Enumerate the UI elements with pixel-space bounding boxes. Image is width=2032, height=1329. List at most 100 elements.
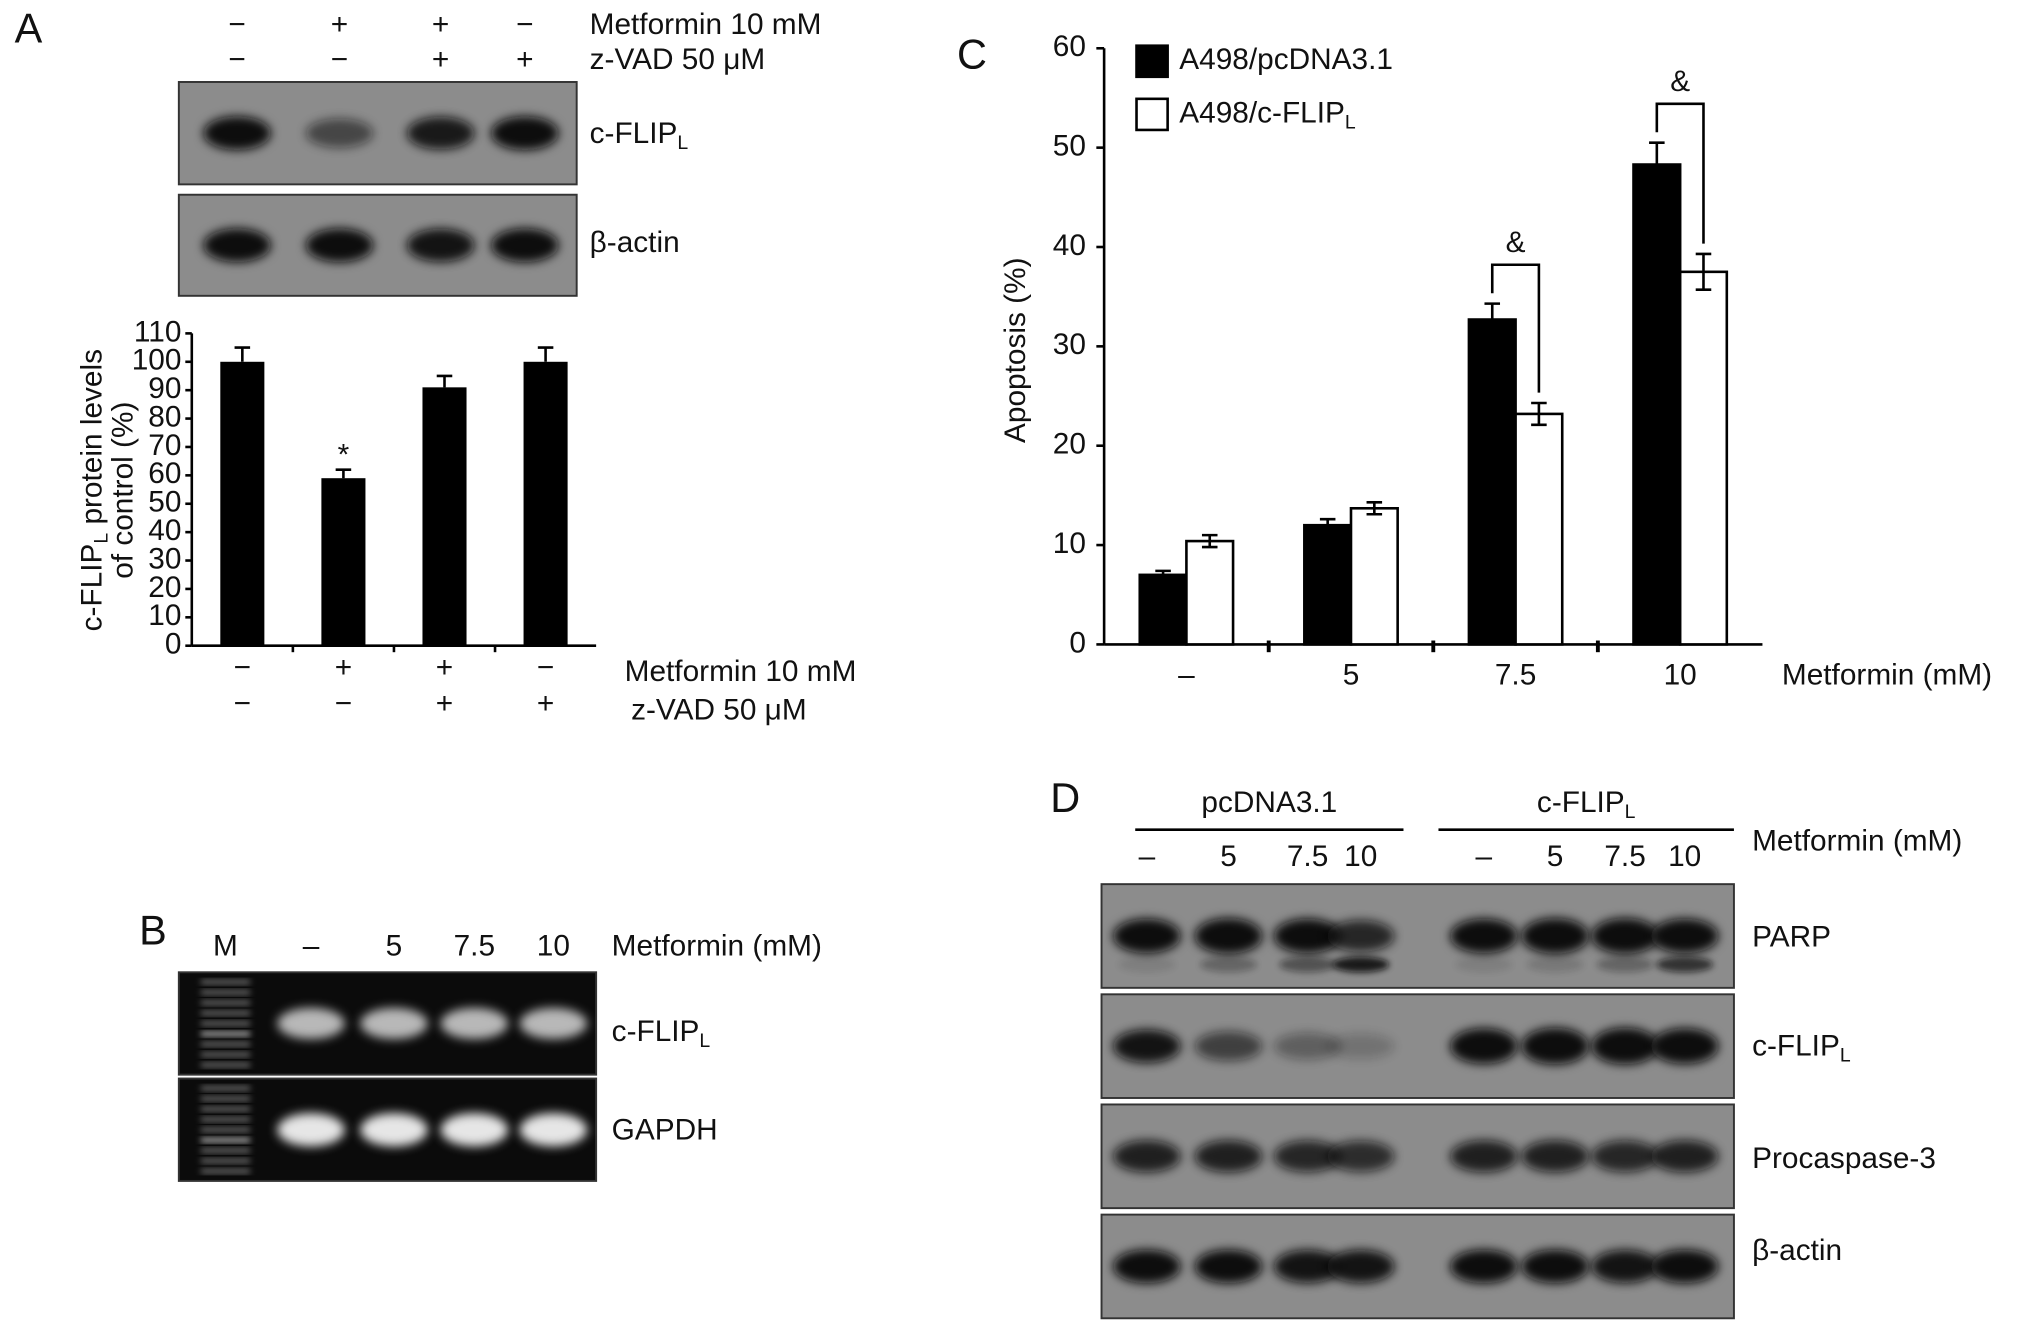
error-bar [335,468,352,479]
x-tick-label: – [1178,659,1195,692]
error-bar [1201,533,1218,549]
bar [1632,163,1682,646]
lane-label: M [213,930,238,963]
band [1194,1249,1263,1284]
band [491,228,559,263]
y-tick-label: 60 [1053,30,1086,63]
blot-row-label: c-FLIPL [590,117,689,154]
treatment-sign: − [516,8,533,41]
band [1591,1249,1659,1284]
band [305,228,374,263]
band [1521,918,1589,954]
ladder-band [200,1062,251,1067]
error-bar [1484,302,1501,337]
band [360,1113,428,1147]
band [1591,1027,1659,1065]
treatment-sign: − [228,8,245,41]
blot-row-label: GAPDH [612,1114,718,1147]
treatment-sign: + [436,687,453,720]
treatment-sign: + [432,43,449,76]
bar [1185,539,1235,646]
legend-label-main: A498/c-FLIP [1179,96,1345,129]
ladder-band [200,1011,251,1016]
y-tick-label: 40 [148,514,181,547]
treatment-sign: − [234,651,251,684]
significance-bracket [1655,102,1705,244]
band [1327,1033,1395,1059]
blot-row-label-sub: L [1840,1045,1851,1067]
band [1113,1140,1181,1173]
band [1651,1140,1719,1173]
band [1521,1249,1589,1284]
ladder-band [200,1052,251,1057]
legend-label-sub: L [1345,112,1356,134]
x-axis-label: Metformin (mM) [1782,659,1992,692]
panel-label: A [15,4,43,51]
ladder-band [200,1086,251,1091]
y-tick-label: 90 [148,372,181,405]
blot-row-label-main: Procaspase-3 [1752,1142,1936,1175]
band [1450,1140,1518,1173]
y-tick-label: 10 [148,599,181,632]
bar [220,361,265,646]
band [406,116,475,150]
band [1521,1140,1589,1173]
legend-label-main: A498/pcDNA3.1 [1179,43,1393,76]
band [519,1007,588,1040]
blot-row-label-main: GAPDH [612,1114,718,1147]
band [1113,1249,1181,1284]
error-bar [436,374,453,388]
legend-swatch [1135,44,1169,79]
y-tick-label: 110 [134,315,182,348]
band [1194,918,1263,954]
bracket-label: & [1670,65,1690,98]
y-tick-label: 100 [132,344,182,377]
lane-label: 5 [386,930,403,963]
blot-row-label: c-FLIPL [1752,1029,1851,1066]
bar [1514,412,1564,646]
band [1327,920,1395,952]
y-tick-label: 60 [148,457,181,490]
blot-row-label: PARP [1752,920,1831,953]
band [1521,1027,1589,1065]
cleaved-band [1279,956,1337,973]
treatment-label: z-VAD 50 μM [631,694,807,727]
band [1591,1140,1659,1173]
band [1273,918,1342,954]
treatment-sign: − [537,651,554,684]
band [1273,1032,1342,1060]
band [440,1113,508,1147]
band [440,1007,508,1040]
error-bar [1366,501,1383,516]
y-label-sub: L [91,533,113,544]
y-axis-label: c-FLIPL protein levels [75,349,112,631]
blot-row-label-main: c-FLIP [590,117,678,150]
cleaved-band [1118,956,1176,973]
band [1194,1140,1263,1173]
significance-bracket [1490,263,1541,393]
error-bar [1695,252,1712,292]
y-tick-label: 0 [165,628,182,661]
y-tick-label: 80 [148,400,181,433]
y-axis-label: Apoptosis (%) [999,257,1032,442]
lane-label: 7.5 [454,930,495,963]
error-bar [234,346,251,362]
bar [321,478,366,646]
x-tick-label: 7.5 [1495,659,1536,692]
x-tick-label: 5 [1343,659,1360,692]
band [1273,1249,1342,1284]
cleaved-band [1526,956,1584,973]
ladder-band [200,1021,251,1026]
legend-label: A498/c-FLIPL [1179,96,1356,133]
lane-label: 10 [537,930,570,963]
band [1450,918,1518,954]
ladder-band [200,1042,251,1047]
blot-row-label: β-actin [1752,1234,1842,1267]
y-label-after: protein levels [75,349,108,533]
blot-row-label-main: c-FLIP [1752,1029,1840,1062]
band [1651,1249,1719,1284]
band [305,118,374,148]
band [203,116,271,151]
lane-label: – [303,930,320,963]
legend-swatch [1135,97,1169,132]
